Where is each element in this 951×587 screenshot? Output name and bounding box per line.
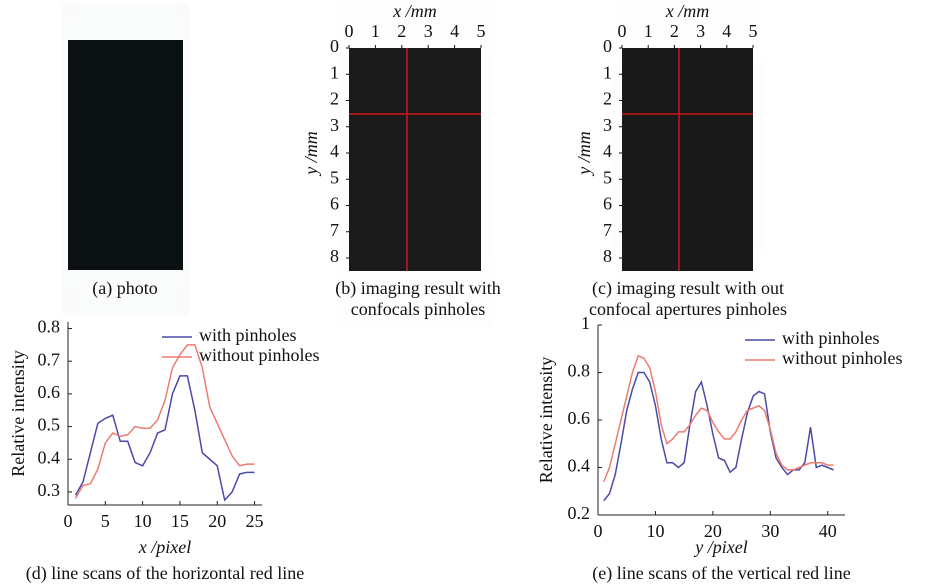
x-tick-label: 10 <box>134 511 152 531</box>
y-tick-label: 8 <box>603 246 612 266</box>
y-tick-label: 6 <box>330 194 339 214</box>
x-axis-label: x /mm <box>665 1 710 21</box>
line-series <box>74 375 255 502</box>
x-tick-label: 2 <box>670 21 679 41</box>
x-tick-label: 0 <box>64 511 73 531</box>
x-tick-label: 1 <box>371 21 380 41</box>
y-tick-label: 8 <box>330 246 339 266</box>
y-tick-label: 0.4 <box>568 456 591 476</box>
y-axis-label: Relative intensity <box>536 357 556 483</box>
x-tick-label: 1 <box>644 21 653 41</box>
x-tick-label: 10 <box>646 521 664 541</box>
y-tick-label: 0.8 <box>568 361 591 381</box>
x-axis-label: x /pixel <box>138 537 191 557</box>
x-tick-label: 5 <box>101 511 110 531</box>
x-tick-label: 0 <box>345 21 354 41</box>
x-tick-label: 20 <box>704 521 722 541</box>
line-series <box>74 344 255 499</box>
x-tick-label: 0 <box>618 21 627 41</box>
y-tick-label: 0.4 <box>38 447 61 467</box>
x-tick-label: 15 <box>171 511 189 531</box>
x-tick-label: 4 <box>450 21 459 41</box>
line-series <box>603 354 834 483</box>
caption: (c) imaging result with out <box>592 278 784 299</box>
y-tick-label: 0.7 <box>38 349 61 369</box>
y-tick-label: 6 <box>603 194 612 214</box>
x-tick-label: 0 <box>594 521 603 541</box>
legend-label: without pinholes <box>782 348 903 368</box>
x-tick-label: 3 <box>696 21 705 41</box>
y-tick-label: 0.3 <box>38 480 61 500</box>
y-tick-label: 0.6 <box>568 408 591 428</box>
y-tick-label: 7 <box>603 220 612 240</box>
y-tick-label: 7 <box>330 220 339 240</box>
x-tick-label: 2 <box>397 21 406 41</box>
y-tick-label: 0.2 <box>568 503 591 523</box>
line-series <box>603 371 834 502</box>
y-axis-label: y /mm <box>574 131 594 177</box>
x-tick-label: 3 <box>424 21 433 41</box>
y-tick-label: 1 <box>330 62 339 82</box>
y-tick-label: 1 <box>581 313 590 333</box>
y-axis-label: Relative intensity <box>8 350 28 476</box>
legend-label: with pinholes <box>782 328 880 348</box>
caption: (a) photo <box>92 278 157 299</box>
y-tick-label: 4 <box>603 141 612 161</box>
caption: (e) line scans of the vertical red line <box>592 563 850 584</box>
y-tick-label: 2 <box>603 89 612 109</box>
y-tick-label: 5 <box>330 167 339 187</box>
x-tick-label: 5 <box>749 21 758 41</box>
y-tick-label: 1 <box>603 62 612 82</box>
y-tick-label: 0.5 <box>38 415 61 435</box>
y-tick-label: 0.6 <box>38 382 61 402</box>
y-tick-label: 3 <box>603 115 612 135</box>
x-tick-label: 5 <box>477 21 486 41</box>
y-tick-label: 2 <box>330 89 339 109</box>
x-tick-label: 25 <box>246 511 264 531</box>
y-tick-label: 4 <box>330 141 339 161</box>
y-tick-label: 5 <box>603 167 612 187</box>
legend-label: without pinholes <box>199 345 320 365</box>
x-tick-label: 20 <box>208 511 226 531</box>
x-tick-label: 4 <box>722 21 731 41</box>
legend-label: with pinholes <box>199 325 297 345</box>
caption: confocals pinholes <box>351 299 485 319</box>
x-axis-label: y /pixel <box>693 537 747 557</box>
y-tick-label: 0 <box>330 36 339 56</box>
y-tick-label: 0.8 <box>38 317 61 337</box>
x-tick-label: 30 <box>761 521 779 541</box>
caption: (d) line scans of the horizontal red lin… <box>26 563 304 584</box>
y-tick-label: 0 <box>603 36 612 56</box>
caption: confocal apertures pinholes <box>589 299 787 319</box>
y-axis-label: y /mm <box>301 131 321 177</box>
x-tick-label: 40 <box>819 521 837 541</box>
y-tick-label: 3 <box>330 115 339 135</box>
caption: (b) imaging result with <box>335 278 500 299</box>
x-axis-label: x /mm <box>392 1 437 21</box>
